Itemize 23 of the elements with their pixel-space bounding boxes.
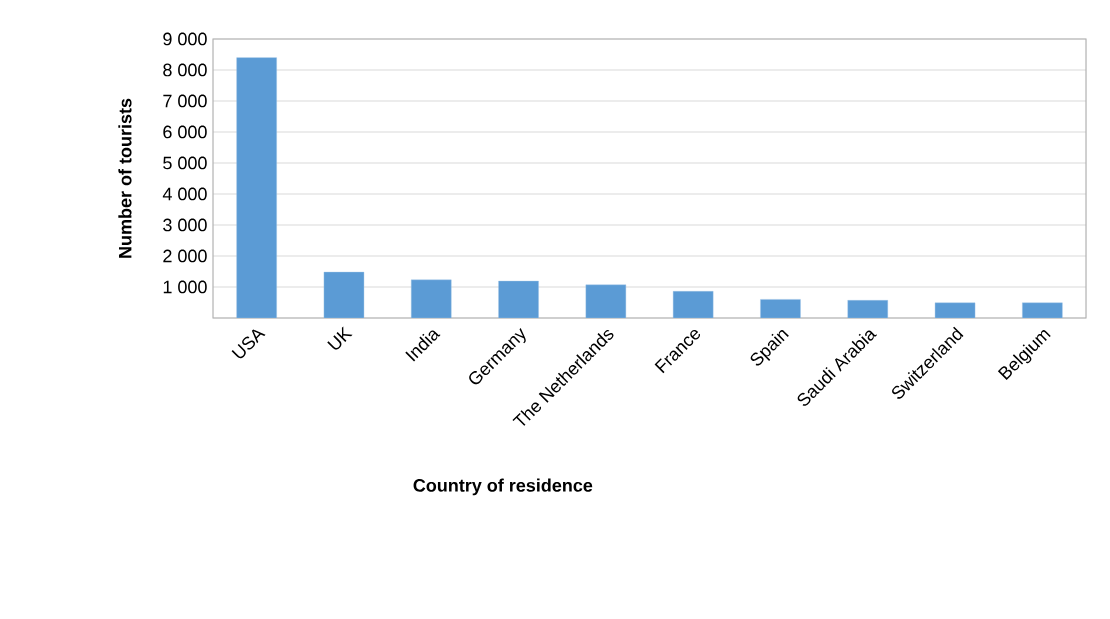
bar — [1022, 302, 1063, 318]
y-tick-label: 4 000 — [162, 187, 207, 201]
bar — [760, 299, 801, 318]
bar — [498, 280, 539, 318]
y-tick-label: 2 000 — [163, 249, 207, 263]
bar — [236, 57, 277, 318]
y-tick-label: 8 000 — [163, 63, 207, 77]
bar — [411, 279, 452, 318]
x-tick-label: UK — [327, 326, 353, 350]
bar — [323, 271, 365, 318]
bar — [934, 302, 976, 318]
y-tick-label: 6 000 — [163, 125, 207, 139]
y-axis-title: Number of tourists — [118, 98, 132, 258]
y-tick-label: 1 000 — [163, 280, 207, 294]
x-axis-title: Country of residence — [413, 478, 593, 496]
y-tick-label: 7 000 — [163, 94, 207, 108]
bar — [847, 300, 888, 318]
bar — [585, 284, 627, 318]
y-tick-label: 5 000 — [163, 156, 207, 170]
y-tick-label: 9 000 — [163, 32, 207, 46]
x-tick-label: USA — [231, 329, 266, 359]
bar — [672, 291, 714, 318]
y-tick-label: 3 000 — [163, 218, 207, 232]
